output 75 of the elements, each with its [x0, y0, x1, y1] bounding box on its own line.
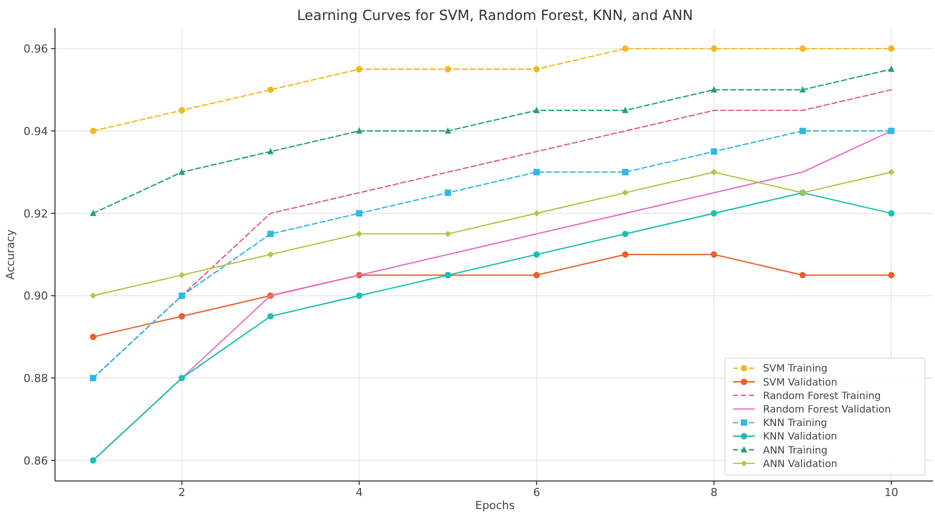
point: [356, 292, 362, 299]
point: [178, 272, 186, 278]
point: [90, 334, 96, 340]
x-tick-label: 10: [884, 486, 898, 499]
point: [178, 168, 186, 175]
point: [888, 45, 895, 52]
x-tick-label: 4: [356, 486, 363, 499]
point: [888, 65, 895, 72]
point: [356, 210, 362, 217]
point: [710, 45, 718, 52]
point: [799, 128, 806, 134]
point: [710, 210, 718, 217]
point: [178, 313, 186, 320]
x-axis-title: Epochs: [475, 499, 515, 512]
point: [267, 230, 274, 238]
point: [888, 272, 895, 278]
point: [356, 230, 362, 238]
point: [178, 292, 186, 299]
point: [356, 66, 362, 72]
point: [444, 190, 452, 196]
legend-label: ANN Validation: [763, 458, 838, 470]
point: [267, 313, 274, 320]
point: [799, 45, 806, 52]
y-tick-label: 0.96: [24, 42, 48, 56]
point: [799, 272, 806, 278]
y-tick-label: 0.86: [24, 454, 48, 468]
point: [888, 210, 895, 217]
y-tick-label: 0.88: [24, 372, 48, 386]
point: [90, 374, 96, 382]
point: [533, 168, 540, 176]
point: [90, 457, 96, 464]
y-tick-label: 0.92: [24, 207, 48, 220]
point: [622, 45, 628, 52]
point: [710, 86, 718, 92]
point: [178, 107, 186, 114]
point: [622, 230, 628, 238]
legend-label: KNN Validation: [763, 432, 838, 443]
point: [90, 210, 96, 216]
point: [533, 210, 540, 217]
point: [888, 168, 895, 176]
point: [90, 128, 96, 134]
point: [710, 251, 718, 258]
legend-label: Random Forest Validation: [763, 404, 891, 416]
point: [267, 86, 274, 93]
point: [533, 272, 540, 278]
legend-label: SVM Training: [763, 364, 828, 375]
y-tick-label: 0.90: [24, 290, 48, 303]
legend-label: Random Forest Training: [763, 390, 881, 402]
point: [267, 251, 274, 258]
point: [444, 66, 452, 72]
point: [622, 190, 628, 196]
point: [710, 168, 718, 176]
point: [444, 230, 452, 238]
point: [178, 374, 186, 382]
point: [90, 292, 96, 299]
point: [622, 168, 628, 176]
point: [799, 86, 806, 92]
point: [533, 66, 540, 72]
point: [533, 251, 540, 258]
point: [533, 106, 540, 114]
point: [710, 148, 718, 155]
chart-title: Learning Curves for SVM, Random Forest, KNN, and ANN: [296, 8, 694, 24]
x-tick-label: 2: [178, 486, 186, 499]
point: [888, 128, 895, 134]
legend-label: ANN Training: [763, 445, 828, 456]
legend-label: KNN Training: [763, 418, 828, 430]
x-tick-label: 8: [710, 486, 718, 499]
legend-label: SVM Validation: [763, 377, 838, 388]
point: [622, 251, 628, 258]
y-axis-title: Accuracy: [4, 228, 17, 280]
point: [356, 127, 362, 134]
x-tick-label: 6: [533, 486, 540, 499]
point: [622, 106, 628, 114]
y-tick-label: 0.94: [24, 124, 48, 138]
point: [444, 127, 452, 134]
